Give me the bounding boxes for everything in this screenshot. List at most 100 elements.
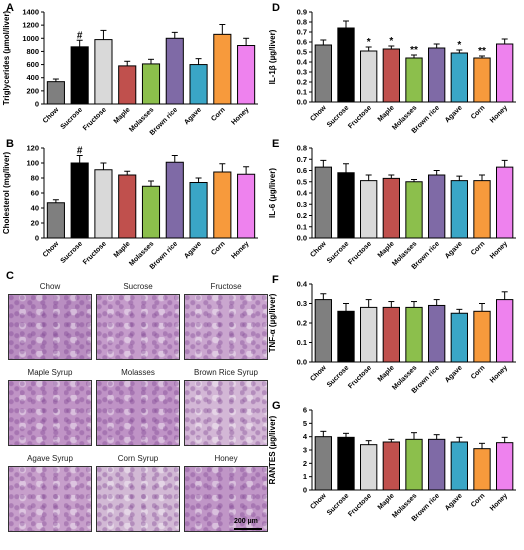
bar	[237, 45, 256, 105]
y-axis-label: Triglycerides (µmol/liver)	[2, 10, 11, 105]
y-tick-label: 0.2	[297, 319, 307, 328]
bar	[94, 169, 113, 239]
bar	[428, 47, 446, 103]
x-tick-label: Chow	[309, 240, 328, 259]
y-axis-label: RANTES (µg/liver)	[268, 415, 277, 484]
bar	[337, 436, 355, 491]
bar	[382, 48, 400, 103]
bar	[382, 177, 400, 239]
x-tick-label: Maple	[377, 104, 396, 123]
chart-b-cholesterol: Cholesterol (mg/liver) 0 20 40 60 80 100 120 Cho…	[2, 144, 258, 271]
y-tick-label: 0.7	[297, 155, 307, 164]
bar	[46, 81, 65, 105]
x-tick-label: Maple	[377, 492, 396, 511]
y-tick-label: 0.5	[297, 177, 307, 186]
chart-a-triglycerides: Triglycerides (µmol/liver) 0 200 400 600 800 1…	[2, 8, 258, 137]
y-tick-label: 5	[303, 419, 307, 428]
panel-letter-g: G	[272, 400, 281, 412]
y-tick-label: 80	[31, 174, 39, 183]
x-tick-label: Fructose	[347, 240, 373, 266]
y-tick-label: 0.4	[297, 58, 308, 67]
significance-marker: **	[410, 45, 418, 56]
x-tick-label: Corn	[470, 492, 487, 509]
y-tick-label: 0.8	[297, 144, 307, 153]
bar	[360, 180, 378, 239]
x-tick-label: Corn	[470, 104, 487, 121]
bar	[428, 304, 446, 363]
bar	[450, 180, 468, 239]
y-tick-label: 0	[303, 486, 307, 495]
bar	[237, 173, 256, 239]
y-tick-label: 1400	[22, 8, 39, 17]
bar	[118, 65, 137, 105]
x-tick-label: Sucrose	[60, 240, 85, 265]
bar	[141, 185, 161, 239]
histology-image	[184, 466, 268, 532]
bar	[360, 50, 378, 103]
x-tick-label: Fructose	[82, 106, 108, 132]
significance-marker: *	[389, 36, 393, 47]
x-tick-label: Corn	[210, 240, 227, 257]
bar	[382, 306, 400, 363]
y-tick-label: 0.2	[297, 78, 307, 87]
bar	[428, 174, 446, 239]
histology-image	[184, 294, 268, 360]
y-tick-label: 6	[303, 406, 307, 415]
x-tick-label: Maple	[113, 106, 132, 125]
histology-label: Corn Syrup	[117, 454, 159, 463]
x-tick-label: Agave	[183, 240, 203, 260]
significance-marker: *	[457, 40, 461, 51]
y-tick-label: 0.4	[297, 189, 308, 198]
y-axis-label: IL-6 (µg/liver)	[268, 168, 277, 218]
histology-image	[184, 380, 268, 446]
y-axis-label: Cholesterol (mg/liver)	[2, 152, 11, 235]
histology-label: Brown Rice Syrup	[193, 368, 259, 377]
significance-marker: **	[478, 46, 486, 57]
bar	[337, 172, 355, 239]
x-tick-label: Chow	[309, 364, 328, 383]
y-tick-label: 0	[35, 234, 39, 243]
x-tick-label: Honey	[489, 364, 509, 384]
x-tick-label: Agave	[444, 364, 464, 384]
histology-label: Chow	[39, 282, 61, 291]
y-tick-label: 2	[303, 459, 307, 468]
histology-label: Agave Syrup	[27, 454, 73, 463]
histology-image	[96, 466, 180, 532]
y-tick-label: 120	[26, 144, 39, 153]
x-tick-label: Fructose	[82, 240, 108, 266]
y-tick-label: 0.3	[297, 299, 307, 308]
x-tick-label: Corn	[470, 364, 487, 381]
x-tick-label: Maple	[377, 364, 396, 383]
bar	[450, 52, 468, 103]
y-tick-label: 3	[303, 446, 307, 455]
x-tick-label: Chow	[42, 240, 61, 259]
y-tick-label: 0.0	[297, 234, 307, 243]
bar	[314, 436, 332, 491]
x-tick-label: Chow	[42, 106, 61, 125]
x-tick-label: Chow	[309, 104, 328, 123]
histology-image	[8, 294, 92, 360]
bar	[337, 27, 355, 103]
bar	[405, 57, 423, 103]
y-tick-label: 0.3	[297, 200, 307, 209]
x-tick-label: Honey	[230, 106, 250, 126]
bar	[405, 438, 423, 491]
y-tick-label: 0.1	[297, 88, 307, 97]
y-tick-label: 0	[35, 100, 39, 109]
y-tick-label: 1200	[22, 21, 39, 30]
bar	[165, 37, 184, 105]
histology-label: Honey	[214, 454, 238, 463]
y-tick-label: 100	[26, 159, 39, 168]
bar	[314, 44, 332, 103]
bar	[473, 448, 491, 491]
panel-letter-a: A	[6, 2, 14, 14]
x-tick-label: Corn	[470, 240, 487, 257]
histology-grid: Chow Sucrose Fructose Maple Syrup Molasses Br…	[8, 282, 270, 540]
x-tick-label: Agave	[444, 104, 464, 124]
x-tick-label: Honey	[489, 240, 509, 260]
x-tick-label: Fructose	[347, 364, 373, 390]
bar	[496, 43, 514, 103]
bar	[213, 171, 232, 239]
bar	[118, 174, 137, 239]
panel-letter-b: B	[6, 138, 14, 150]
